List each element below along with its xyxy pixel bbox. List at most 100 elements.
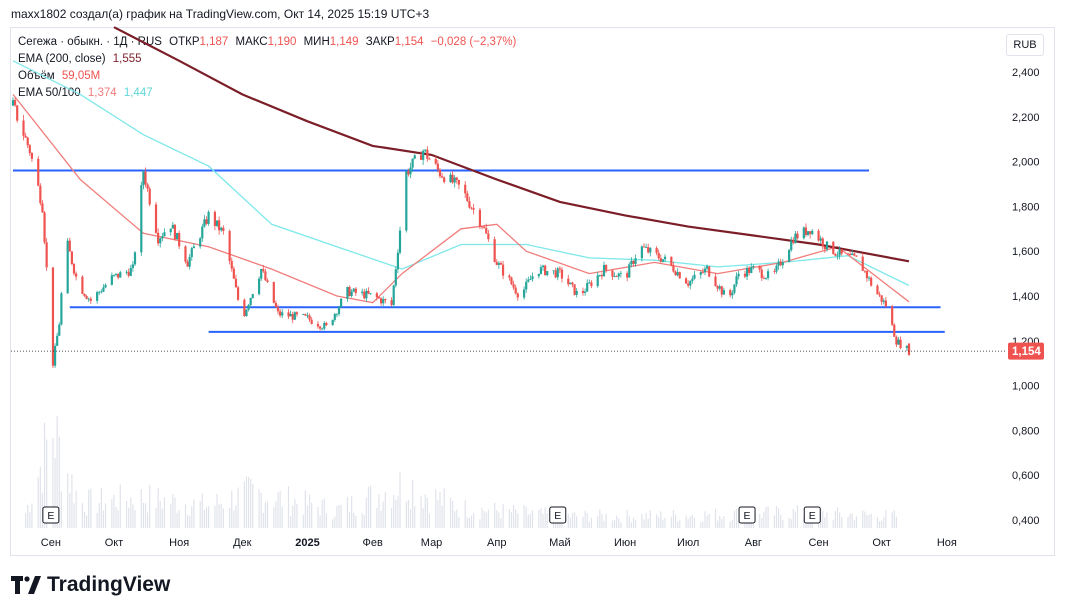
volume-bar: [186, 514, 189, 528]
volume-bar: [847, 517, 849, 528]
volume-bar: [765, 507, 767, 528]
volume-bar: [761, 518, 763, 528]
candle-body: [840, 249, 843, 254]
candle-body: [131, 264, 134, 268]
volume-bar: [590, 517, 593, 528]
volume-bars: [25, 416, 897, 528]
candle-body: [325, 322, 328, 326]
candle-body: [567, 278, 570, 285]
volume-bar: [454, 511, 456, 528]
currency-button[interactable]: RUB: [1006, 34, 1044, 56]
candle-body: [264, 271, 267, 281]
volume-bar: [405, 501, 407, 528]
volume-bar: [853, 520, 855, 528]
earnings-marker[interactable]: E: [738, 506, 756, 524]
volume-bar: [60, 491, 62, 528]
candle-body: [316, 323, 320, 327]
legend-volume-row[interactable]: Объём 59,05M: [18, 68, 520, 85]
candle-body: [340, 298, 343, 308]
earnings-marker-label: E: [809, 510, 816, 522]
volume-bar: [895, 516, 897, 528]
volume-bar: [512, 505, 515, 528]
chart-pane[interactable]: [10, 27, 1055, 556]
candle-body: [758, 266, 761, 270]
volume-bar: [376, 508, 378, 528]
candle-body: [26, 137, 29, 146]
volume-bar: [529, 513, 532, 528]
candle-body: [802, 227, 805, 239]
candle-body: [350, 291, 353, 297]
volume-bar: [294, 499, 296, 528]
candle-body: [752, 266, 755, 267]
candle-body: [851, 253, 854, 256]
earnings-marker[interactable]: E: [549, 506, 567, 524]
legend-open-value: 1,187: [199, 36, 229, 48]
volume-bar: [466, 517, 468, 528]
volume-bar: [178, 510, 180, 528]
legend-ema200-row[interactable]: EMA (200, close) 1,555: [18, 51, 520, 68]
volume-bar: [83, 511, 86, 528]
candle-body: [693, 274, 696, 279]
earnings-marker[interactable]: E: [42, 506, 60, 524]
earnings-marker-box: [549, 506, 567, 524]
volume-bar: [481, 507, 483, 528]
earnings-marker[interactable]: E: [803, 506, 821, 524]
price-axis[interactable]: 2,4002,2002,0001,8001,6001,4001,2001,000…: [1012, 67, 1040, 527]
volume-bar: [660, 511, 662, 528]
candle-body: [863, 270, 866, 272]
ema-lines: [12, 26, 910, 304]
volume-bar: [864, 511, 866, 528]
tradingview-logo[interactable]: TradingView: [11, 573, 170, 597]
candle-body: [891, 306, 894, 325]
horizontal-lines[interactable]: [13, 169, 945, 333]
candle-body: [70, 251, 73, 264]
legend-ema50-100-row[interactable]: EMA 50/100 1,374 1,447: [18, 85, 520, 102]
volume-bar: [487, 509, 489, 528]
legend-symbol[interactable]: Сегежа · обыкн. · 1Д · RUS: [18, 36, 162, 48]
candle-body: [413, 155, 416, 159]
time-axis[interactable]: Сен Окт Ноя Дек 2025 Фев Мар Апр Май Июн Июл Авг Сен…: [41, 537, 957, 549]
earnings-marker-label: E: [744, 510, 751, 522]
volume-bar: [250, 478, 252, 528]
x-tick-label: Мар: [421, 537, 443, 549]
candle-body: [306, 315, 309, 317]
volume-bar: [780, 514, 782, 528]
candle-body: [291, 314, 294, 320]
volume-bar: [468, 518, 471, 528]
candle-body: [735, 276, 738, 285]
candle-body: [304, 314, 307, 316]
candle-body: [308, 315, 311, 320]
volume-bar: [531, 510, 534, 528]
volume-bar: [235, 505, 237, 528]
volume-bar: [689, 516, 691, 528]
candle-body: [865, 271, 869, 279]
volume-bar: [380, 510, 382, 528]
volume-bar: [43, 422, 46, 528]
volume-bar: [365, 497, 367, 528]
candle-body: [154, 204, 158, 233]
volume-bar: [247, 477, 250, 528]
volume-bar: [292, 505, 294, 528]
volume-bar: [71, 474, 73, 528]
candle-body: [266, 280, 269, 282]
x-tick-label: 2025: [295, 537, 319, 549]
candle-body: [647, 247, 650, 253]
volume-bar: [193, 499, 195, 528]
candle-body: [821, 238, 824, 247]
candle-body: [495, 261, 498, 265]
candle-body: [398, 230, 402, 253]
candle-body: [89, 298, 92, 301]
candle-body: [708, 266, 711, 277]
candle-body: [556, 268, 559, 278]
candle-body: [867, 277, 871, 279]
volume-bar: [384, 492, 386, 528]
volume-bar: [508, 508, 510, 528]
candle-body: [213, 211, 217, 226]
candle-body: [201, 226, 204, 239]
candle-body: [541, 265, 545, 268]
candle-body: [884, 300, 887, 307]
candle-body: [523, 289, 526, 298]
legend-ema50-value: 1,374: [87, 87, 117, 99]
